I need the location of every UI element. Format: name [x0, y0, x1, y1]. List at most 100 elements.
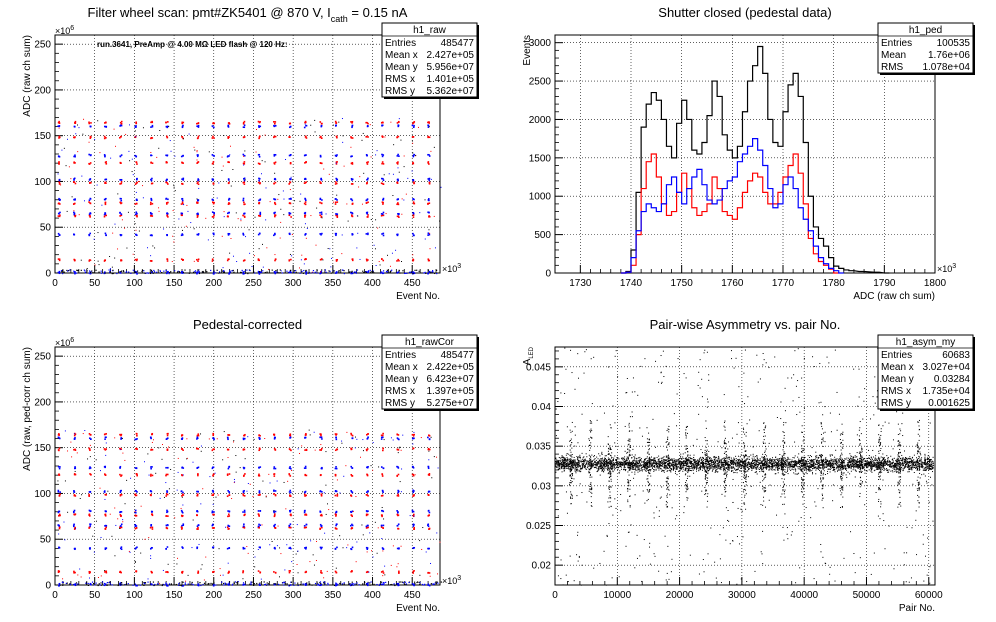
- event-point-cloud: [57, 118, 442, 275]
- event-point: [339, 535, 341, 537]
- event-point: [163, 496, 165, 498]
- event-point: [88, 141, 90, 143]
- event-point: [181, 125, 184, 128]
- event-point: [104, 161, 107, 164]
- event-point: [404, 272, 407, 274]
- asymmetry-point: [707, 456, 709, 458]
- event-point: [296, 563, 298, 565]
- x-exponent-base: ×10: [442, 264, 457, 274]
- event-point: [376, 552, 378, 554]
- event-point: [268, 268, 270, 270]
- asymmetry-point: [773, 469, 775, 471]
- event-point: [228, 271, 231, 274]
- event-point: [62, 581, 64, 584]
- asymmetry-point: [702, 457, 704, 459]
- x-tick-label: 1740: [620, 278, 643, 289]
- event-point: [372, 469, 374, 471]
- event-point: [335, 436, 337, 439]
- event-point: [425, 551, 427, 553]
- event-point: [350, 177, 353, 180]
- event-point: [165, 438, 168, 440]
- event-point: [111, 584, 113, 586]
- asymmetry-point: [797, 468, 799, 470]
- event-point: [243, 514, 245, 517]
- event-point: [427, 153, 429, 156]
- event-point: [124, 227, 126, 229]
- event-point: [108, 269, 110, 271]
- event-point: [111, 272, 113, 275]
- event-point: [174, 190, 176, 192]
- event-point: [135, 155, 138, 158]
- asymmetry-point: [638, 464, 640, 466]
- event-point: [319, 449, 321, 451]
- asymmetry-point: [926, 463, 928, 465]
- asymmetry-point: [752, 465, 754, 467]
- asymmetry-point: [816, 462, 818, 464]
- asymmetry-point: [881, 466, 883, 468]
- event-point: [197, 124, 200, 127]
- event-point: [264, 438, 266, 440]
- event-point: [439, 220, 441, 222]
- event-point: [242, 260, 245, 262]
- asymmetry-point: [657, 458, 659, 460]
- y-tick-label: 200: [34, 85, 51, 96]
- event-point: [182, 474, 184, 476]
- asymmetry-point: [664, 463, 666, 465]
- event-point: [120, 182, 123, 185]
- asymmetry-point: [585, 468, 587, 470]
- event-point: [290, 176, 292, 178]
- event-point: [425, 272, 427, 274]
- event-point: [276, 480, 278, 482]
- event-point: [382, 198, 385, 201]
- event-point: [170, 583, 172, 585]
- asymmetry-point: [751, 464, 753, 466]
- event-point: [57, 489, 60, 492]
- event-point: [104, 182, 106, 184]
- asymmetry-point: [811, 470, 813, 472]
- asymmetry-point: [776, 468, 778, 470]
- event-point: [414, 474, 416, 476]
- asymmetry-point: [793, 457, 795, 459]
- asymmetry-point: [565, 465, 567, 467]
- asymmetry-point: [770, 458, 772, 460]
- event-point: [259, 493, 261, 496]
- event-point: [244, 513, 246, 516]
- event-point: [119, 571, 121, 573]
- event-point: [70, 178, 72, 180]
- event-point: [57, 215, 60, 217]
- event-point: [396, 448, 399, 451]
- event-point: [126, 479, 128, 481]
- event-point: [428, 202, 431, 205]
- event-point: [403, 272, 406, 275]
- event-point: [348, 272, 351, 274]
- event-point: [351, 183, 354, 185]
- asymmetry-point: [744, 464, 746, 466]
- asymmetry-point: [566, 453, 568, 455]
- event-point: [178, 271, 181, 273]
- event-point: [165, 515, 168, 517]
- asymmetry-point: [727, 457, 729, 459]
- event-point: [74, 513, 76, 516]
- asymmetry-point: [808, 461, 810, 463]
- event-point: [242, 526, 244, 529]
- event-point: [322, 259, 324, 261]
- event-point: [222, 574, 224, 576]
- asymmetry-vs-pair-panel: 0 10000 20000 30000 40000 50000 600000.020.025…: [522, 317, 975, 614]
- event-point: [412, 447, 415, 450]
- event-point: [150, 198, 153, 201]
- event-point: [68, 166, 70, 168]
- event-point: [294, 582, 296, 584]
- event-point: [228, 473, 231, 475]
- event-point: [213, 437, 215, 440]
- event-point: [361, 524, 363, 526]
- asymmetry-point: [684, 461, 686, 463]
- event-point: [134, 547, 137, 550]
- asymmetry-point: [625, 460, 627, 462]
- event-point: [326, 570, 328, 572]
- stats-box-shadow: [477, 25, 479, 99]
- event-point: [319, 436, 321, 439]
- asymmetry-point: [681, 461, 683, 463]
- asymmetry-point: [838, 465, 840, 467]
- event-point: [249, 583, 251, 585]
- event-point: [212, 216, 215, 218]
